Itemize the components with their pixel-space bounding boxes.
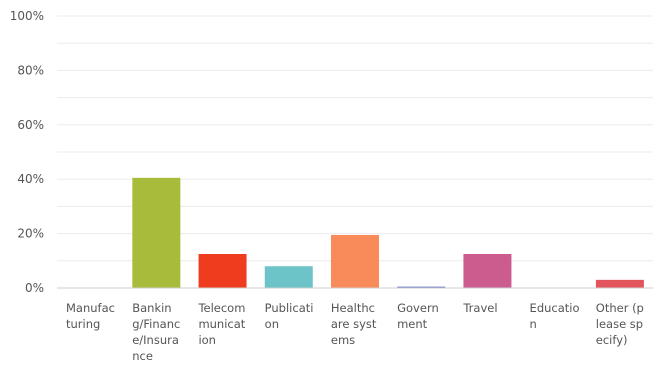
y-axis-ticks: 0% 20% 40% 60% 80% 100% <box>10 9 44 295</box>
y-tick-label: 20% <box>17 227 44 241</box>
bar[interactable] <box>331 234 379 288</box>
x-tick-label: Other (please specify) <box>595 301 644 347</box>
x-tick-label: Education <box>529 301 580 331</box>
x-tick-label: Banking/Finance/Insurance <box>132 301 181 363</box>
bar[interactable] <box>595 279 644 288</box>
x-tick-label: Healthcare systems <box>330 301 377 347</box>
bar[interactable] <box>198 254 247 288</box>
y-tick-label: 40% <box>17 172 44 186</box>
bar[interactable] <box>463 254 512 288</box>
x-tick-label: Travel <box>463 301 498 315</box>
bar[interactable] <box>132 177 181 288</box>
bar[interactable] <box>264 266 313 288</box>
x-tick-label: Publication <box>264 301 314 331</box>
y-tick-label: 80% <box>17 63 44 77</box>
x-tick-label: Manufacturing <box>66 301 115 331</box>
y-tick-label: 100% <box>10 9 44 23</box>
bar[interactable] <box>397 286 446 288</box>
x-tick-label: Telecommunication <box>198 301 246 347</box>
bars <box>132 177 644 288</box>
y-tick-label: 0% <box>25 281 44 295</box>
x-tick-label: Government <box>397 301 439 331</box>
y-tick-label: 60% <box>17 118 44 132</box>
